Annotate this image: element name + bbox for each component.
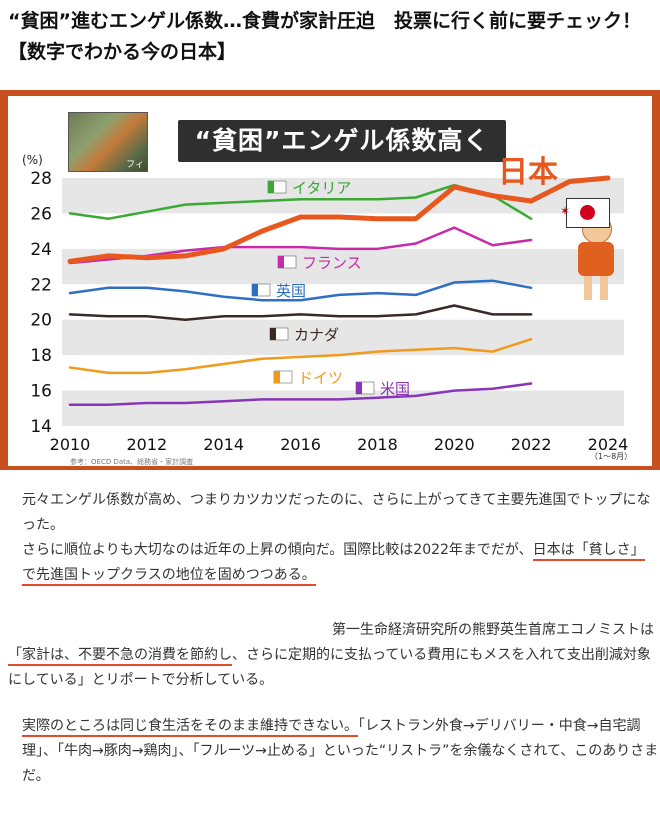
paragraph-3-text: 、さらに定期的に支払っている費用にもメスを入れて支出削減対象にしている」とリポー… [8, 647, 651, 688]
series-lines [67, 175, 611, 406]
y-tick-label: 26 [30, 204, 52, 224]
mascot-legs [584, 276, 608, 300]
x-tick-labels: 2010 2012 2014 2016 2018 2020 2022 2024 [50, 435, 629, 454]
series-line-英国 [68, 279, 533, 302]
x-tick-label: 2024 [588, 435, 629, 454]
japan-mascot: ✶ [560, 198, 620, 304]
flag-stripe-英国 [252, 284, 258, 296]
x-tick-label: 2014 [203, 435, 244, 454]
paragraph-3: 第一生命経済研究所の熊野英生首席エコノミストは「家計は、不要不急の消費を節約し、… [8, 618, 654, 693]
series-line-米国 [68, 382, 533, 406]
photo-caption: フィ [126, 160, 144, 170]
y-axis-label: (%) [22, 153, 43, 167]
paragraph-4-highlight: 実際のところは同じ食生活をそのまま維持できない。 [22, 718, 358, 737]
article-title[interactable]: “貧困”進むエンゲル係数…食費が家計圧迫 投票に行く前に要チェック！【数字でわか… [8, 10, 641, 63]
y-tick-label: 22 [30, 275, 52, 295]
flag-stripe-米国 [356, 382, 362, 394]
x-tick-label: 2018 [357, 435, 398, 454]
x-tick-label: 2010 [50, 435, 91, 454]
japan-flag-icon [566, 198, 610, 228]
series-line-日本 [67, 175, 611, 264]
series-label-フランス: フランス [302, 254, 362, 272]
series-label-米国: 米国 [380, 380, 410, 398]
flag-stripe-フランス [278, 256, 284, 268]
article-body: 元々エンゲル係数が高め、つまりカツカツだったのに、さらに上がってきて主要先進国で… [8, 488, 658, 784]
y-tick-labels: 14 16 18 20 22 24 26 28 [30, 169, 52, 437]
y-tick-label: 18 [30, 346, 52, 366]
flag-stripe-イタリア [268, 181, 274, 193]
y-tick-label: 16 [30, 382, 52, 402]
x-tick-label: 2022 [511, 435, 552, 454]
paragraph-4: 実際のところは同じ食生活をそのまま維持できない。「レストラン外食→デリバリー・中… [8, 714, 660, 789]
series-label-ドイツ: ドイツ [298, 369, 343, 387]
paragraph-4-text: 「レストラン外食→デリバリー・中食→自宅調理」、「牛肉→豚肉→鶏肉」、「フルーツ… [22, 718, 659, 784]
series-label-イタリア: イタリア [292, 179, 351, 197]
series-label-カナダ: カナダ [294, 326, 339, 344]
grid-band [62, 178, 624, 214]
paragraph-2-highlight: 日本は「貧しさ」で先進国トップクラスの地位を固めつつある。 [22, 542, 645, 586]
mascot-body [578, 242, 614, 276]
grocery-photo: フィ [68, 112, 148, 172]
y-tick-label: 20 [30, 311, 52, 331]
y-tick-label: 24 [30, 240, 52, 260]
chart-source: 参考：OECD Data、総務省・家計調査 [70, 457, 193, 466]
flag-stripe-カナダ [270, 328, 276, 340]
paragraph-3-highlight: 「家計は、不要不急の消費を節約し [8, 647, 232, 666]
grid-band [62, 319, 624, 356]
series-label-日本: 日本 [498, 155, 558, 190]
paragraph-1: 元々エンゲル係数が高め、つまりカツカツだったのに、さらに上がってきて主要先進国で… [22, 492, 651, 533]
series-line-ドイツ [68, 337, 533, 375]
frustration-icon: ✶ [560, 204, 571, 218]
x-tick-label: 2012 [126, 435, 167, 454]
x-tick-note: （1～8月） [590, 452, 632, 461]
y-tick-label: 28 [30, 169, 52, 189]
x-tick-label: 2016 [280, 435, 321, 454]
x-tick-label: 2020 [434, 435, 475, 454]
flag-stripe-ドイツ [274, 371, 280, 383]
paragraph-2: さらに順位よりも大切なのは近年の上昇の傾向だ。国際比較は2022年までだが、日本… [8, 538, 654, 588]
y-tick-label: 14 [30, 417, 52, 437]
paragraph-3-lead: 第一生命経済研究所の熊野英生首席エコノミストは [332, 622, 654, 638]
grid-band [62, 390, 624, 426]
series-label-英国: 英国 [276, 282, 306, 300]
chart-banner: “貧困”エンゲル係数高く [178, 120, 506, 162]
series-line-カナダ [68, 304, 533, 321]
paragraph-2-text: さらに順位よりも大切なのは近年の上昇の傾向だ。国際比較は2022年までだが、 [22, 542, 533, 558]
